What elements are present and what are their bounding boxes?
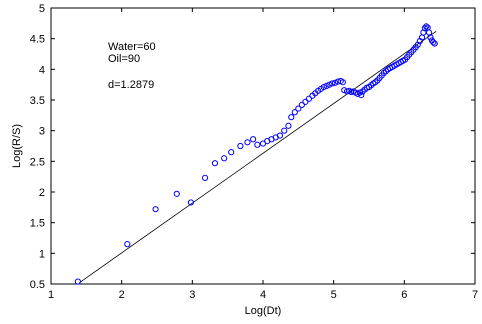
- data-point-4: [187, 199, 195, 206]
- data-point-1: [124, 241, 131, 248]
- annotation-water: Water=60: [108, 41, 156, 53]
- y-tick-label-0: 0.5: [30, 279, 45, 291]
- data-point-34: [331, 79, 339, 86]
- data-point-31: [323, 82, 330, 89]
- data-point-2: [152, 206, 159, 213]
- y-tick-label-6: 3.5: [30, 95, 45, 107]
- data-point-8: [228, 149, 235, 156]
- data-point-3: [173, 190, 180, 197]
- data-point-46: [358, 91, 365, 99]
- annotation-d: d=1.2879: [108, 79, 154, 91]
- data-point-7: [221, 155, 228, 162]
- x-tick-label-4: 5: [331, 289, 337, 301]
- x-tick-label-6: 7: [472, 289, 478, 301]
- x-tick-label-1: 2: [119, 289, 125, 301]
- x-tick-label-0: 1: [48, 289, 54, 301]
- data-point-18: [281, 127, 288, 134]
- data-point-0: [74, 278, 81, 285]
- x-tick-label-3: 4: [260, 289, 266, 301]
- y-tick-label-3: 2: [39, 187, 45, 199]
- y-tick-label-8: 4.5: [30, 34, 45, 46]
- x-tick-label-5: 6: [401, 289, 407, 301]
- data-point-77: [421, 25, 428, 32]
- y-tick-label-5: 3: [39, 126, 45, 138]
- data-point-12: [254, 141, 261, 148]
- data-point-6: [211, 160, 219, 167]
- data-point-17: [276, 132, 284, 139]
- data-point-10: [244, 139, 251, 146]
- y-tick-label-9: 5: [39, 3, 45, 15]
- data-point-5: [201, 174, 209, 181]
- data-point-32: [326, 81, 333, 88]
- y-tick-label-2: 1.5: [30, 218, 45, 230]
- data-point-9: [237, 142, 244, 150]
- annotation-oil: Oil=90: [108, 53, 140, 65]
- fit-line-group: [79, 30, 437, 284]
- fit-line: [79, 30, 437, 284]
- data-point-83: [430, 39, 437, 46]
- x-axis-label: Log(Dt): [245, 305, 282, 317]
- y-tick-label-1: 1: [39, 248, 45, 260]
- data-point-24: [302, 98, 309, 105]
- data-point-20: [288, 114, 295, 121]
- data-point-30: [320, 84, 327, 91]
- x-tick-label-2: 3: [189, 289, 195, 301]
- data-point-37: [339, 79, 346, 86]
- data-points-group: [74, 23, 438, 285]
- data-point-11: [250, 136, 257, 143]
- data-point-25: [305, 95, 313, 102]
- y-tick-label-4: 2.5: [30, 156, 45, 168]
- axis-ticks: 1 2 3 4 5 6 70.511.522.533.544.55: [30, 3, 478, 301]
- data-point-19: [285, 122, 292, 129]
- data-point-23: [298, 101, 305, 109]
- data-point-33: [329, 80, 336, 87]
- y-axis-label: Log(R/S): [11, 124, 23, 168]
- data-point-78: [423, 23, 430, 30]
- data-point-81: [427, 34, 434, 41]
- y-tick-label-7: 4: [39, 64, 45, 76]
- data-point-22: [295, 105, 302, 112]
- data-point-84: [431, 40, 438, 47]
- data-point-21: [291, 109, 298, 116]
